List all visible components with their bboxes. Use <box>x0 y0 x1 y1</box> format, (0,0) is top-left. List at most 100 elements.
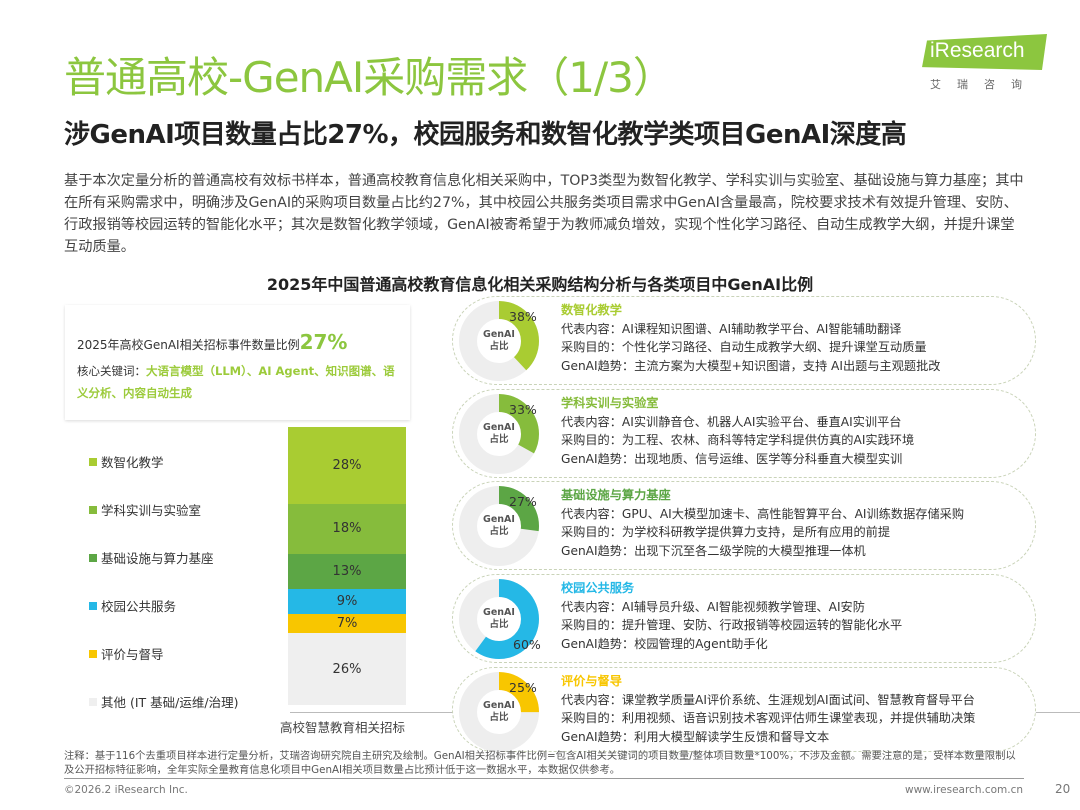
iresearch-logo: iResearch 艾瑞咨询 <box>922 34 1047 94</box>
card-title: 基础设施与算力基座 <box>561 488 671 502</box>
donut-center-label: GenAI 占比 <box>481 607 517 631</box>
donut-center-label: GenAI 占比 <box>481 422 517 446</box>
legend-swatch <box>89 697 97 706</box>
bar-segment: 13% <box>288 553 406 590</box>
data-label: 28% <box>332 458 362 474</box>
donut-center-label: GenAI 占比 <box>481 329 517 353</box>
logo-mark: iResearch <box>922 34 1047 70</box>
page-number: 20 <box>1055 782 1071 796</box>
legend-label: 学科实训与实验室 <box>101 503 202 518</box>
legend-swatch <box>89 457 97 466</box>
legend-label: 评价与督导 <box>101 647 164 662</box>
card-title: 数智化教学 <box>561 303 622 317</box>
center-label-line: GenAI <box>483 514 515 525</box>
card-text: 校园公共服务代表内容：AI辅导员升级、AI智能视频教学管理、AI安防采购目的：提… <box>561 579 902 653</box>
center-label-line: GenAI <box>483 700 515 711</box>
chart-title: 2025年中国普通高校教育信息化相关采购结构分析与各类项目中GenAI比例 <box>266 275 814 294</box>
card-text: 评价与督导 代表内容：课堂教学质量AI评价系统、生涯规划AI面试间、智慧教育督导平… <box>561 672 975 746</box>
data-label: 26% <box>332 661 362 677</box>
intro-paragraph: 基于本次定量分析的普通高校有效标书样本，普通高校教育信息化相关采购中，TOP3类… <box>64 173 1024 255</box>
donut-slice <box>459 486 539 566</box>
card-text: 数智化教学代表内容：AI课程知识图谱、AI辅助教学平台、AI智能辅助翻译采购目的… <box>561 301 941 375</box>
bar-segment: 7% <box>288 614 406 634</box>
keywords: 核心关键词：大语言模型（LLM）、AI Agent、知识图谱、语义分析、内容自动… <box>77 360 402 404</box>
donut-slice <box>459 394 539 474</box>
center-label-line: 占比 <box>489 619 509 630</box>
legend-swatch <box>89 505 97 514</box>
card-trend: GenAI趋势：校园管理的Agent助手化 <box>561 636 768 651</box>
card-content: 代表内容：AI实训静音仓、机器人AI实验平台、垂直AI实训平台 <box>561 414 902 429</box>
legend-item: 学科实训与实验室 <box>89 500 201 519</box>
kpi-value: 27% <box>299 330 348 354</box>
card-trend: GenAI趋势：出现下沉至各二级学院的大模型推理一体机 <box>561 543 866 558</box>
donut-chart <box>459 301 539 381</box>
card-trend: GenAI趋势：主流方案为大模型+知识图谱，支持 AI出题与主观题批改 <box>561 358 941 373</box>
center-label-line: GenAI <box>483 422 515 433</box>
donut-slice <box>459 672 539 752</box>
card-purpose: 采购目的：利用视频、语音识别技术客观评估师生课堂表现，并提供辅助决策 <box>561 711 976 725</box>
card-purpose: 采购目的：提升管理、安防、行政报销等校园运转的智能化水平 <box>561 618 903 632</box>
legend-item: 基础设施与算力基座 <box>89 548 214 567</box>
legend-item: 数智化教学 <box>89 452 164 471</box>
donut-chart <box>459 672 539 752</box>
category-card: GenAI 占比 33% 学科实训与实验室代表内容：AI实训静音仓、机器人AI实验平台… <box>452 389 1036 478</box>
card-text: 学科实训与实验室代表内容：AI实训静音仓、机器人AI实验平台、垂直AI实训平台采… <box>561 394 914 468</box>
card-trend: GenAI趋势：利用大模型解读学生反馈和督导文本 <box>561 729 830 744</box>
card-purpose: 采购目的：为学校科研教学提供算力支持，是所有应用的前提 <box>561 525 891 539</box>
legend-swatch <box>89 649 97 658</box>
x-axis-label: 高校智慧教育相关招标 <box>280 720 406 735</box>
card-trend: GenAI趋势：出现地质、信号运维、医学等分科垂直大模型实训 <box>561 451 903 466</box>
data-label: 18% <box>332 521 362 537</box>
donut-slice <box>459 301 539 381</box>
donut-value-label: 38% <box>509 309 537 324</box>
center-label-line: 占比 <box>489 526 509 537</box>
data-label: 7% <box>336 616 358 632</box>
logo-subtext: 艾瑞咨询 <box>930 78 1038 91</box>
donut-slice <box>459 579 539 659</box>
center-label-line: GenAI <box>483 607 515 618</box>
card-title: 学科实训与实验室 <box>561 396 659 410</box>
keywords-value: 大语言模型（LLM）、AI Agent、知识图谱、语义分析、内容自动生成 <box>77 364 395 400</box>
donut-value-label: 60% <box>513 637 541 652</box>
donut-value-label: 33% <box>509 402 537 417</box>
center-label-line: 占比 <box>489 712 509 723</box>
legend-item: 校园公共服务 <box>89 596 176 615</box>
website: www.iresearch.com.cn <box>905 784 1024 796</box>
legend-swatch <box>89 553 97 562</box>
center-label-line: 占比 <box>489 434 509 445</box>
card-text: 基础设施与算力基座代表内容：GPU、AI大模型加速卡、高性能智算平台、AI训练数… <box>561 486 964 560</box>
keywords-label: 核心关键词： <box>77 364 146 378</box>
center-label-line: 占比 <box>489 341 509 352</box>
donut-chart <box>459 579 539 659</box>
footnote: 注释：基于116个去重项目样本进行定量分析，艾瑞咨询研究院自主研究及绘制。Gen… <box>64 749 1024 779</box>
bar-segment: 26% <box>288 633 406 705</box>
legend-label: 基础设施与算力基座 <box>101 551 214 566</box>
card-content: 代表内容：课堂教学质量AI评价系统、生涯规划AI面试间、智慧教育督导平台 <box>561 692 975 707</box>
donut-value-label: 27% <box>509 494 537 509</box>
legend-item: 评价与督导 <box>89 644 164 663</box>
legend-label: 数智化教学 <box>101 455 164 470</box>
bar-segment: 28% <box>288 427 406 505</box>
card-content: 代表内容：AI辅导员升级、AI智能视频教学管理、AI安防 <box>561 599 865 614</box>
bar-segment: 9% <box>288 589 406 615</box>
card-content: 代表内容：GPU、AI大模型加速卡、高性能智算平台、AI训练数据存储采购 <box>561 506 965 521</box>
card-purpose: 采购目的：为工程、农林、商科等特定学科提供仿真的AI实践环境 <box>561 433 915 447</box>
donut-center-label: GenAI 占比 <box>481 700 517 724</box>
bar-segment: 18% <box>288 504 406 554</box>
donut-chart <box>459 486 539 566</box>
center-label-line: GenAI <box>483 329 515 340</box>
legend-swatch <box>89 601 97 610</box>
copyright: ©2026.2 iResearch Inc. <box>64 784 188 796</box>
card-title: 校园公共服务 <box>561 581 635 595</box>
data-label: 13% <box>332 564 362 579</box>
legend-item: 其他 (IT 基础/运维/治理) <box>89 692 238 711</box>
donut-center-label: GenAI 占比 <box>481 514 517 538</box>
category-card: GenAI 占比 38% 数智化教学代表内容：AI课程知识图谱、AI辅助教学平台、AI… <box>452 296 1036 385</box>
kpi-box: 2025年高校GenAI相关招标事件数量比例27% 核心关键词：大语言模型（LL… <box>65 305 410 420</box>
kpi-label: 2025年高校GenAI相关招标事件数量比例 <box>77 338 300 352</box>
card-content: 代表内容：AI课程知识图谱、AI辅助教学平台、AI智能辅助翻译 <box>561 321 902 336</box>
category-card: GenAI 占比 27% 基础设施与算力基座代表内容：GPU、AI大模型加速卡、高性能… <box>452 481 1036 570</box>
category-card: GenAI 占比 25% 评价与督导 代表内容：课堂教学质量AI评价系统、生涯规划AI面… <box>452 667 1036 752</box>
donut-value-label: 25% <box>509 680 537 695</box>
card-purpose: 采购目的：个性化学习路径、自动生成教学大纲、提升课堂互动质量 <box>561 340 927 354</box>
